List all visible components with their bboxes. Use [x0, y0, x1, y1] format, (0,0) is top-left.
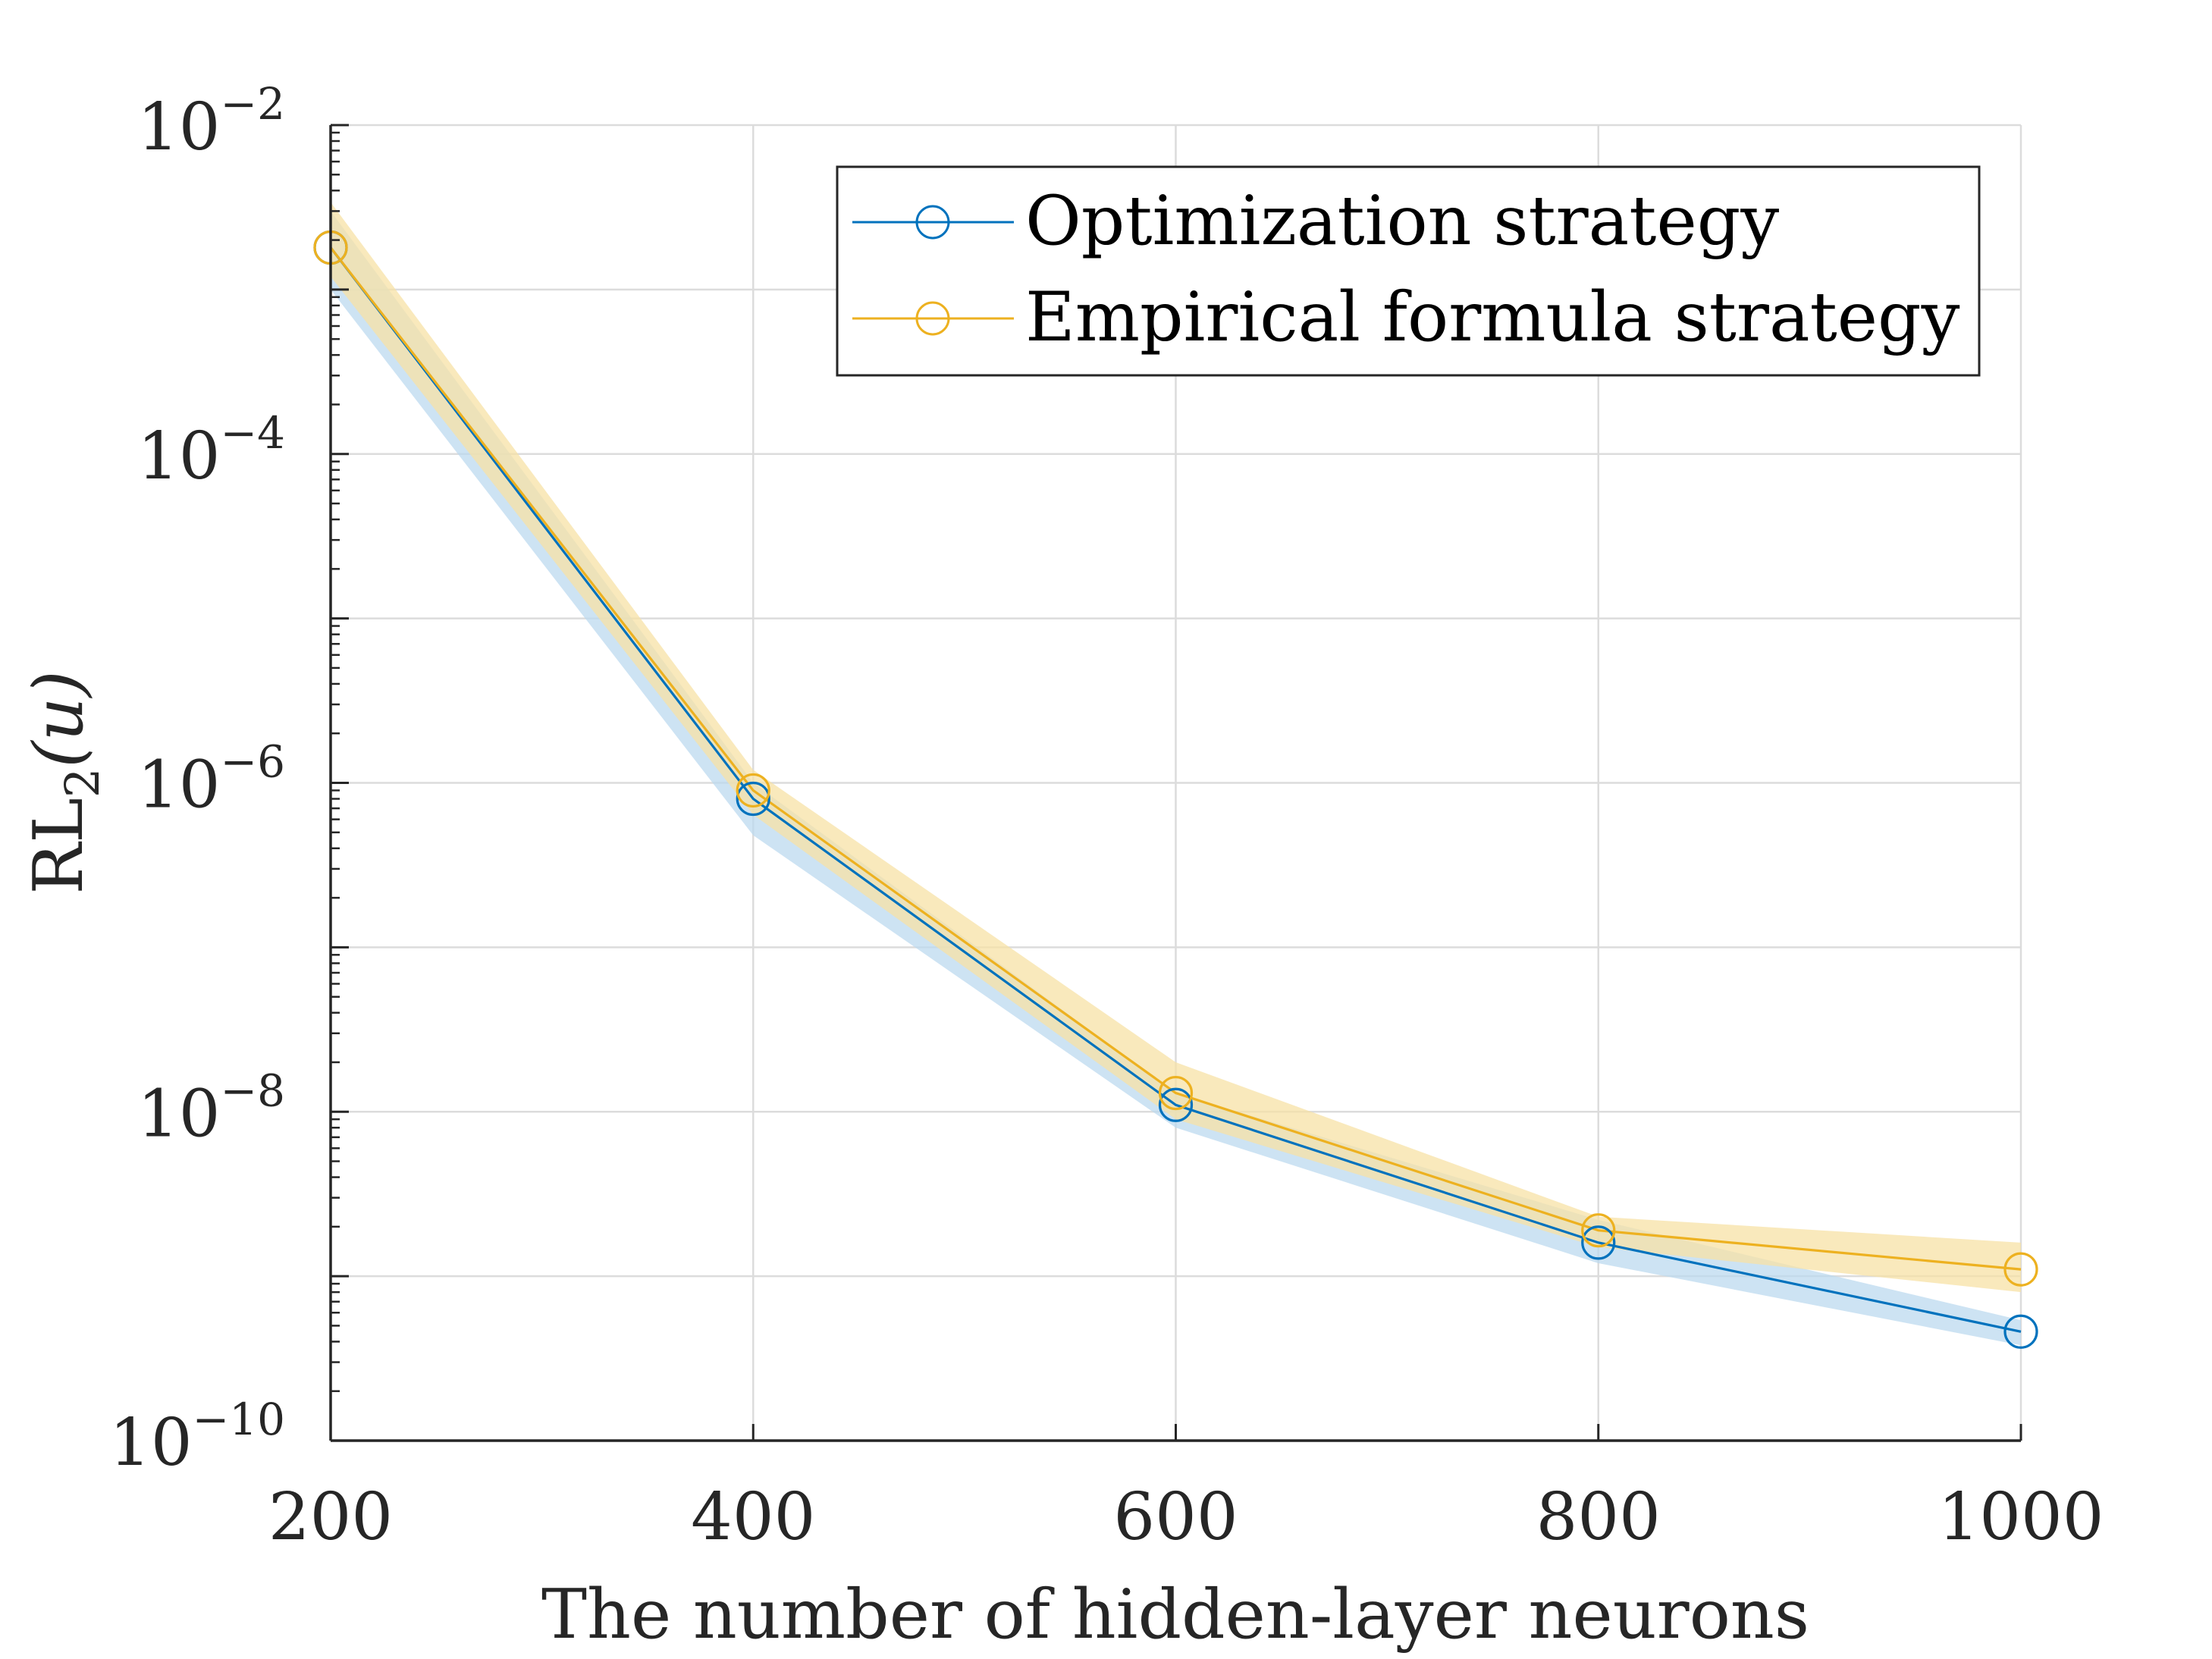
- x-tick-label-400: 400: [691, 1479, 815, 1555]
- legend-label-empirical: Empirical formula strategy: [1025, 278, 1960, 357]
- y-tick-label-1e-6: 10−6: [137, 736, 285, 823]
- x-tick-label-600: 600: [1113, 1479, 1238, 1555]
- marker-s0-x600: [1158, 1087, 1194, 1122]
- axes: [329, 124, 2022, 1442]
- y-tick-label-base: 10: [137, 419, 220, 494]
- x-axis-label: The number of hidden-layer neurons: [541, 1575, 1809, 1654]
- legend: Optimization strategy Empirical formula …: [836, 165, 1981, 377]
- y-tick-label-1e-8: 10−8: [137, 1065, 285, 1152]
- y-axis-label-base: RL: [19, 798, 99, 895]
- y-tick-label-1e-10: 10−10: [109, 1394, 285, 1481]
- y-tick-label-exponent: −2: [221, 78, 286, 130]
- y-tick-label-1e-2: 10−2: [137, 78, 285, 165]
- legend-marker-empirical: [915, 301, 950, 336]
- y-axis-label-suffix: (u): [19, 670, 99, 767]
- x-tick-label-1000: 1000: [1938, 1479, 2104, 1555]
- marker-s0-x800: [1581, 1225, 1616, 1260]
- y-axis-label: RL2(u): [19, 670, 110, 894]
- marker-s1-x800: [1581, 1213, 1616, 1248]
- marker-s0-x400: [736, 781, 770, 817]
- legend-marker-optimization: [915, 205, 950, 240]
- marker-s1-x1000: [2003, 1252, 2038, 1287]
- series-line-1: [329, 246, 2022, 1271]
- x-tick-label-200: 200: [268, 1479, 393, 1555]
- y-tick-label-exponent: −8: [221, 1065, 286, 1116]
- y-tick-label-exponent: −6: [221, 736, 286, 788]
- marker-s1-x400: [736, 773, 770, 808]
- marker-s0-x1000: [2003, 1314, 2038, 1349]
- x-tick-labels: 200 400 600 800 1000: [268, 1479, 2104, 1555]
- series-line-0: [329, 246, 2022, 1333]
- marker-s1-x600: [1158, 1075, 1194, 1111]
- x-tick-label-800: 800: [1536, 1479, 1661, 1555]
- band-1: [331, 202, 2021, 1293]
- y-tick-label-base: 10: [137, 748, 220, 823]
- y-axis-label-subscript: 2: [55, 768, 110, 798]
- confidence-bands: [331, 202, 2021, 1346]
- y-tick-label-1e-4: 10−4: [137, 407, 285, 494]
- y-tick-label-base: 10: [137, 1076, 220, 1152]
- series-lines: [329, 246, 2022, 1333]
- y-tick-label-exponent: −4: [221, 407, 286, 459]
- y-tick-label-base: 10: [109, 1405, 192, 1481]
- legend-box: [836, 165, 1981, 377]
- y-tick-label-base: 10: [137, 89, 220, 165]
- y-tick-label-exponent: −10: [193, 1394, 285, 1445]
- legend-label-optimization: Optimization strategy: [1025, 181, 1779, 261]
